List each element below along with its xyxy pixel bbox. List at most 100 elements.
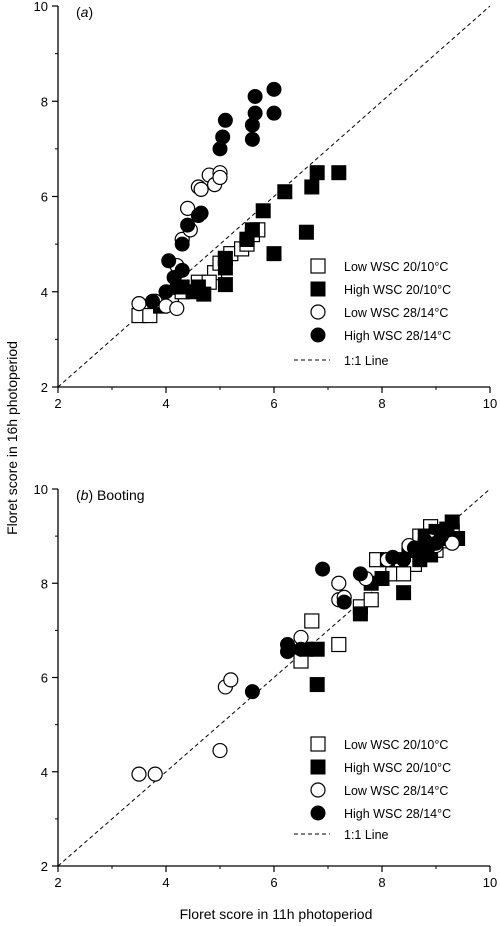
legend-label: High WSC 28/14°C [344, 807, 451, 821]
panel-a: 2 4 6 8 10 2 4 6 8 10 (a) Low WSC 20/10°C High WSC 2… [34, 0, 498, 411]
y-tick-label: 8 [41, 576, 48, 591]
legend-marker [310, 258, 326, 274]
y-tick-label: 8 [41, 94, 48, 109]
panel-letter: (b) [76, 487, 93, 503]
data-point [217, 250, 233, 266]
data-point [352, 606, 368, 622]
x-tick-label: 6 [270, 875, 277, 890]
data-point [244, 684, 260, 700]
y-tick-label: 2 [41, 859, 48, 874]
panel-b: 2 4 6 8 10 2 4 6 8 10 (b) Booting Low WSC 20/10°C Hi… [34, 482, 498, 890]
data-point [215, 129, 231, 145]
y-tick-label: 6 [41, 671, 48, 686]
x-tick-label: 10 [483, 396, 497, 411]
x-tick-label: 2 [54, 396, 61, 411]
x-tick-label: 10 [483, 875, 497, 890]
data-point [331, 575, 347, 591]
data-point [352, 566, 368, 582]
legend-label: High WSC 20/10°C [344, 283, 451, 297]
data-point [396, 552, 412, 568]
legend-label: 1:1 Line [344, 354, 389, 368]
data-point [304, 179, 320, 195]
data-point [247, 88, 263, 104]
data-point [161, 253, 177, 269]
data-point [169, 279, 185, 295]
data-point [255, 203, 271, 219]
data-point [433, 528, 449, 544]
data-point [247, 105, 263, 121]
data-point [266, 81, 282, 97]
y-tick-label: 10 [34, 0, 48, 14]
legend-label: High WSC 28/14°C [344, 329, 451, 343]
data-point [212, 742, 228, 759]
legend-marker [310, 304, 326, 320]
data-point [363, 592, 379, 608]
panel-letter: (a) [76, 4, 93, 20]
y-tick-label: 6 [41, 190, 48, 205]
legend-label: 1:1 Line [344, 828, 389, 842]
legend-label: Low WSC 28/14°C [344, 306, 448, 320]
legend-marker [310, 805, 326, 821]
data-point [193, 181, 209, 197]
data-point [169, 300, 185, 317]
data-point [331, 165, 347, 181]
data-point [309, 165, 325, 181]
data-point [315, 561, 331, 577]
data-point [174, 262, 190, 278]
panel-letter-italic: b [81, 487, 89, 503]
data-point [331, 636, 347, 653]
data-point [374, 571, 390, 587]
y-tick-label: 4 [41, 765, 48, 780]
x-tick-label: 4 [162, 396, 169, 411]
legend-marker [310, 782, 326, 798]
legend-label: Low WSC 20/10°C [344, 260, 448, 274]
data-point [131, 296, 147, 312]
data-point [309, 641, 325, 657]
data-point [131, 766, 147, 782]
data-point [180, 200, 196, 217]
panel-label: (a) [76, 4, 93, 20]
data-point [293, 641, 309, 657]
legend-label: Low WSC 20/10°C [344, 738, 448, 752]
x-tick-label: 8 [378, 875, 385, 890]
y-tick-label: 4 [41, 285, 48, 300]
data-point [217, 277, 233, 293]
x-tick-label: 4 [162, 875, 169, 890]
data-point [336, 594, 352, 610]
data-point [280, 637, 295, 653]
data-point [212, 169, 228, 186]
data-point [223, 672, 239, 688]
data-point [396, 566, 412, 582]
data-point [244, 222, 260, 238]
data-point [196, 286, 212, 302]
data-point [244, 131, 260, 147]
legend-label: High WSC 20/10°C [344, 761, 451, 775]
y-axis-label: Floret score in 16h photoperiod [4, 341, 20, 535]
data-point [217, 112, 233, 128]
data-point [309, 677, 325, 693]
data-point [396, 585, 412, 601]
x-tick-label: 2 [54, 875, 61, 890]
legend-marker [310, 736, 326, 752]
panel-title: Booting [93, 487, 144, 503]
panel-letter-italic: a [81, 4, 89, 20]
one-to-one-line [57, 5, 491, 388]
data-point [193, 205, 209, 221]
data-point [266, 246, 282, 262]
data-point [147, 766, 163, 782]
data-point [145, 293, 160, 309]
panel-letter-close: ) [88, 487, 93, 503]
legend-marker [310, 327, 326, 343]
x-tick-label: 6 [270, 396, 277, 411]
data-point [266, 105, 282, 121]
data-point [444, 535, 460, 551]
data-point [298, 224, 314, 240]
data-point [174, 236, 190, 252]
legend-marker [310, 759, 326, 775]
x-axis-label: Floret score in 11h photoperiod [180, 906, 373, 922]
legend-label: Low WSC 28/14°C [344, 784, 448, 798]
x-tick-label: 8 [378, 396, 385, 411]
data-point [180, 217, 196, 233]
panel-label: (b) Booting [76, 487, 145, 503]
